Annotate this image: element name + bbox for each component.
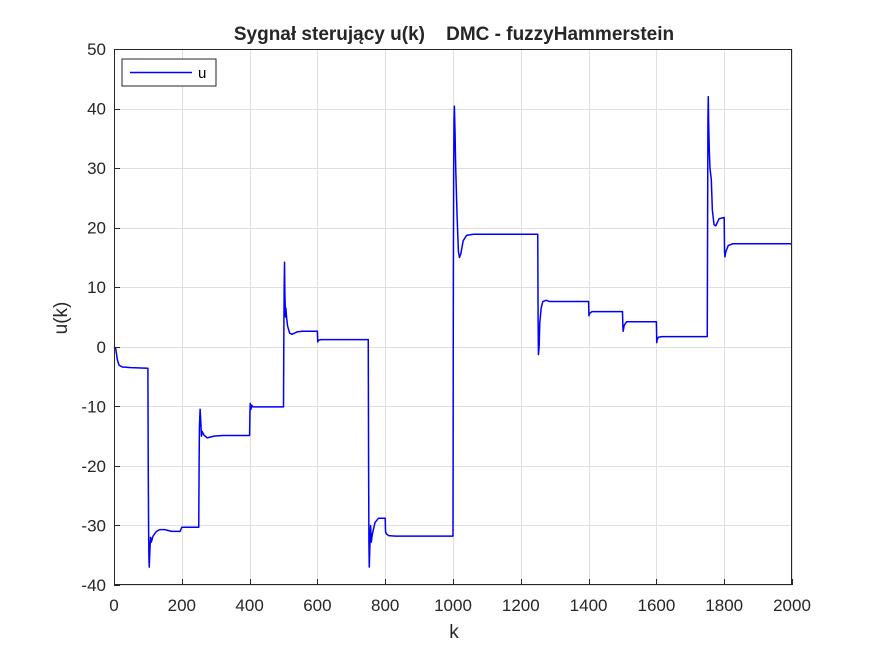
y-tick-label: 10 [87, 278, 106, 297]
y-axis-label: u(k) [51, 302, 72, 335]
legend-label-u: u [198, 65, 206, 82]
x-tick-label: 600 [303, 596, 331, 615]
x-tick-label: 0 [109, 596, 118, 615]
series-layer [113, 95, 792, 568]
x-tick-label: 2000 [773, 596, 811, 615]
x-tick-label: 1200 [502, 596, 540, 615]
y-tick-label: -10 [81, 397, 106, 416]
chart-title: Sygnał sterujący u(k) DMC - fuzzyHammers… [234, 24, 674, 45]
y-tick-label: 20 [87, 219, 106, 238]
ticks: 0 200 400 600 800 1000 1200 1400 1600 1800 2000-40… [81, 40, 810, 615]
y-tick-label: 0 [97, 338, 106, 357]
legend: u [121, 58, 217, 87]
x-tick-label: 1800 [705, 596, 743, 615]
x-tick-label: 800 [371, 596, 399, 615]
y-tick-label: -20 [81, 457, 106, 476]
x-tick-label: 200 [168, 596, 196, 615]
y-tick-label: -40 [81, 576, 106, 595]
y-tick-label: -30 [81, 516, 106, 535]
x-axis-label: k [449, 622, 459, 643]
x-tick-label: 1400 [570, 596, 608, 615]
x-tick-label: 1600 [637, 596, 675, 615]
x-tick-label: 1000 [434, 596, 472, 615]
y-tick-label: 40 [87, 100, 106, 119]
series-line-u [113, 95, 792, 568]
y-tick-label: 30 [87, 159, 106, 178]
x-tick-label: 400 [235, 596, 263, 615]
y-tick-label: 50 [87, 40, 106, 59]
